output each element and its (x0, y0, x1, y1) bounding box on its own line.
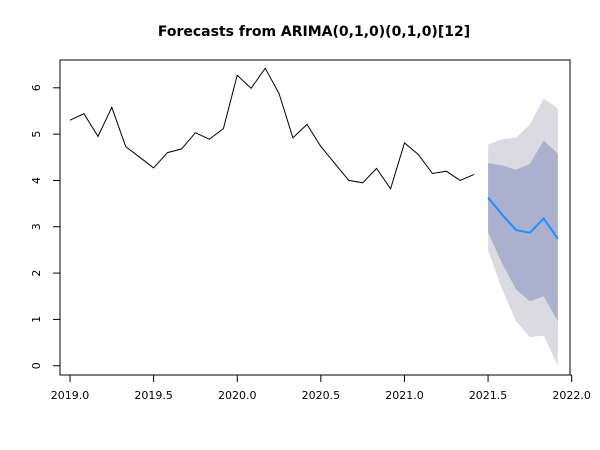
x-tick-label: 2020.5 (302, 389, 341, 402)
y-tick-label: 6 (30, 84, 43, 91)
y-tick-label: 3 (30, 223, 43, 230)
x-tick-label: 2021.0 (385, 389, 424, 402)
y-tick-label: 4 (30, 177, 43, 184)
y-tick-label: 2 (30, 270, 43, 277)
y-tick-label: 1 (30, 316, 43, 323)
x-tick-label: 2019.5 (134, 389, 173, 402)
observed-series-line (69, 67, 475, 190)
forecast-series-line (487, 196, 559, 240)
y-tick-label: 5 (30, 131, 43, 138)
x-tick-label: 2021.5 (469, 389, 508, 402)
chart-title: Forecasts from ARIMA(0,1,0)(0,1,0)[12] (158, 24, 470, 40)
y-tick-label: 0 (30, 362, 43, 369)
series-lines (69, 67, 559, 240)
x-tick-label: 2019.0 (51, 389, 90, 402)
x-tick-label: 2022.0 (552, 389, 591, 402)
plot-frame (59, 59, 571, 376)
x-tick-label: 2020.0 (218, 389, 257, 402)
